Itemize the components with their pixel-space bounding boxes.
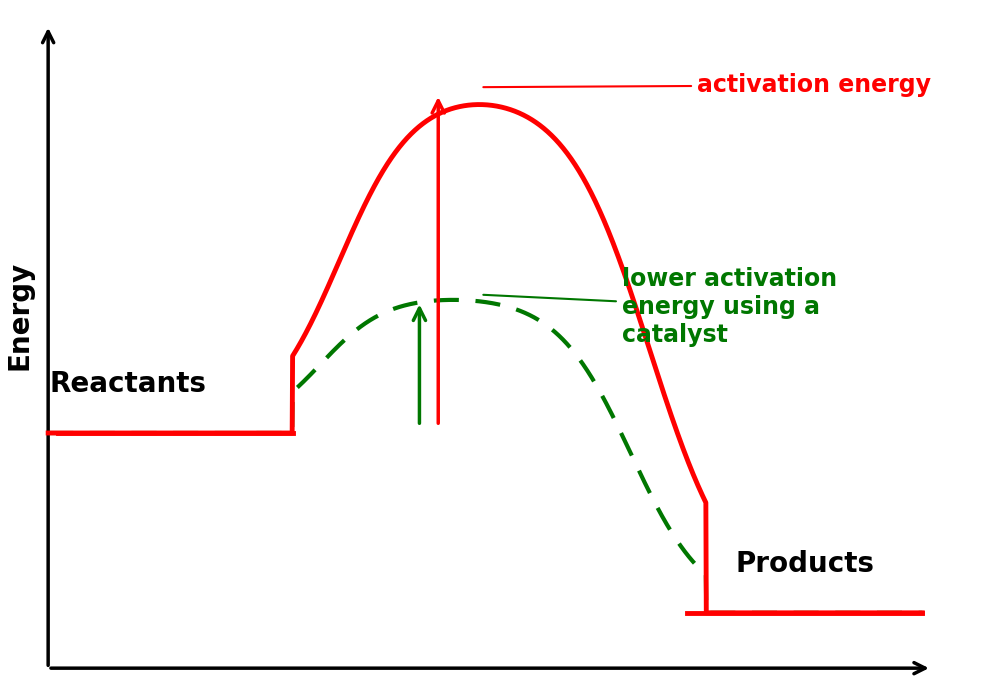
Text: Products: Products bbox=[735, 550, 874, 578]
Text: activation energy: activation energy bbox=[484, 74, 931, 97]
Text: lower activation
energy using a
catalyst: lower activation energy using a catalyst bbox=[484, 267, 837, 346]
Text: Energy: Energy bbox=[6, 261, 34, 370]
Text: Reactants: Reactants bbox=[49, 370, 206, 398]
